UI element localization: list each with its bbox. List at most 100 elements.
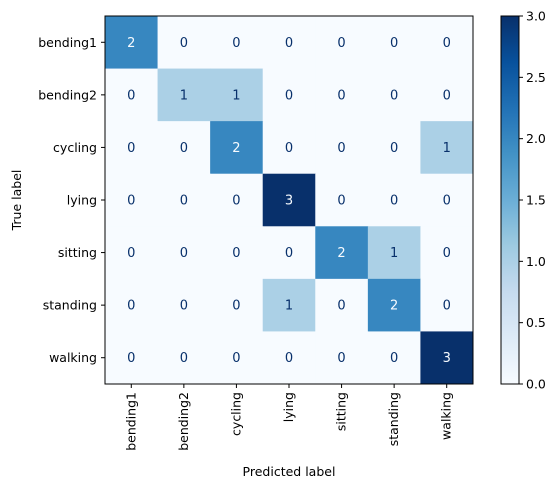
heatmap-cell xyxy=(210,173,264,227)
heatmap-cell xyxy=(367,278,421,332)
colorbar-tick-label: 2.5 xyxy=(526,70,546,85)
cell-value-label: 0 xyxy=(127,351,135,366)
cell-value-label: 0 xyxy=(127,246,135,261)
heatmap-cell xyxy=(262,173,316,227)
heatmap-cell xyxy=(210,121,264,175)
heatmap-cell xyxy=(105,68,159,122)
cell-value-label: 1 xyxy=(285,299,293,314)
cell-value-label: 0 xyxy=(285,351,293,366)
heatmap-cell xyxy=(315,121,369,175)
cell-value-label: 0 xyxy=(285,88,293,103)
heatmap-cell xyxy=(157,173,211,227)
cell-value-label: 0 xyxy=(180,141,188,156)
cell-value-label: 1 xyxy=(443,141,451,156)
cell-value-label: 0 xyxy=(232,299,240,314)
x-tick-label: lying xyxy=(281,392,296,422)
cell-value-label: 0 xyxy=(127,299,135,314)
y-tick-label: cycling xyxy=(53,140,97,155)
colorbar-tick-label: 0.5 xyxy=(526,315,546,330)
cell-value-label: 2 xyxy=(127,36,135,51)
heatmap-cell xyxy=(157,16,211,70)
y-tick-label: sitting xyxy=(58,245,97,260)
x-tick-label: cycling xyxy=(228,392,243,436)
heatmap-cells xyxy=(105,16,474,385)
cell-value-label: 0 xyxy=(443,36,451,51)
heatmap-cell xyxy=(315,331,369,385)
cell-value-label: 3 xyxy=(285,193,293,208)
heatmap-cell xyxy=(315,226,369,280)
heatmap-cell xyxy=(420,331,474,385)
heatmap-cell xyxy=(210,278,264,332)
heatmap-cell xyxy=(157,226,211,280)
cell-value-label: 0 xyxy=(285,246,293,261)
heatmap-cell xyxy=(262,278,316,332)
heatmap-cell xyxy=(105,278,159,332)
heatmap-cell-values: 2 0 0 0 0 0 0 0 1 1 0 0 0 0 0 0 2 0 0 0 1 0 0 0 3 0 0 0 0 0 0 0 2 1 0 0 0 0 1 0… xyxy=(127,36,451,366)
y-tick-label: bending1 xyxy=(38,35,97,50)
cell-value-label: 0 xyxy=(337,193,345,208)
heatmap-cell xyxy=(157,331,211,385)
heatmap-cell xyxy=(157,121,211,175)
x-axis-ticks: bending1 bending2 cycling lying sitting stand… xyxy=(123,384,454,451)
x-tick-label: bending2 xyxy=(176,392,191,451)
cell-value-label: 2 xyxy=(337,246,345,261)
cell-value-label: 0 xyxy=(390,193,398,208)
heatmap-cell xyxy=(420,68,474,122)
heatmap-cell xyxy=(262,68,316,122)
cell-value-label: 0 xyxy=(127,141,135,156)
heatmap-cell xyxy=(367,16,421,70)
cell-value-label: 0 xyxy=(232,193,240,208)
x-tick-label: standing xyxy=(386,392,401,446)
heatmap-cell xyxy=(420,278,474,332)
cell-value-label: 2 xyxy=(390,299,398,314)
y-tick-label: walking xyxy=(49,350,97,365)
heatmap-cell xyxy=(105,331,159,385)
heatmap-cell xyxy=(157,68,211,122)
colorbar-tick-label: 1.5 xyxy=(526,193,546,208)
heatmap-cell xyxy=(105,16,159,70)
heatmap-cell xyxy=(367,68,421,122)
cell-value-label: 0 xyxy=(337,141,345,156)
cell-value-label: 0 xyxy=(443,88,451,103)
heatmap-cell xyxy=(262,226,316,280)
cell-value-label: 0 xyxy=(127,193,135,208)
y-axis-label: True label xyxy=(9,170,24,232)
y-axis-ticks: bending1 bending2 cycling lying sitting stand… xyxy=(38,35,105,365)
colorbar-tick-label: 2.0 xyxy=(526,131,546,146)
cell-value-label: 0 xyxy=(285,36,293,51)
heatmap-cell xyxy=(315,278,369,332)
x-tick-label: bending1 xyxy=(123,392,138,451)
heatmap-cell xyxy=(315,173,369,227)
heatmap-cell xyxy=(367,173,421,227)
heatmap-cell xyxy=(210,16,264,70)
colorbar-tick-label: 1.0 xyxy=(526,254,546,269)
cell-value-label: 0 xyxy=(127,88,135,103)
cell-value-label: 0 xyxy=(285,141,293,156)
cell-value-label: 0 xyxy=(337,299,345,314)
x-tick-label: walking xyxy=(439,392,454,440)
cell-value-label: 0 xyxy=(180,36,188,51)
cell-value-label: 0 xyxy=(232,246,240,261)
cell-value-label: 3 xyxy=(443,351,451,366)
colorbar-ticks: 0.0 0.5 1.0 1.5 2.0 2.5 3.0 xyxy=(519,9,546,392)
heatmap-cell xyxy=(210,226,264,280)
heatmap-cell xyxy=(420,226,474,280)
cell-value-label: 0 xyxy=(443,193,451,208)
cell-value-label: 0 xyxy=(337,351,345,366)
heatmap-cell xyxy=(420,16,474,70)
colorbar-tick-label: 0.0 xyxy=(526,377,546,392)
heatmap-cell xyxy=(210,68,264,122)
heatmap-cell xyxy=(315,68,369,122)
heatmap-cell xyxy=(315,16,369,70)
heatmap-cell xyxy=(105,226,159,280)
x-axis-label: Predicted label xyxy=(243,464,336,479)
cell-value-label: 0 xyxy=(180,351,188,366)
heatmap-cell xyxy=(105,173,159,227)
heatmap-cell xyxy=(367,331,421,385)
cell-value-label: 0 xyxy=(390,141,398,156)
colorbar xyxy=(500,15,520,385)
cell-value-label: 0 xyxy=(443,299,451,314)
colorbar-tick-label: 3.0 xyxy=(526,9,546,24)
cell-value-label: 0 xyxy=(337,88,345,103)
